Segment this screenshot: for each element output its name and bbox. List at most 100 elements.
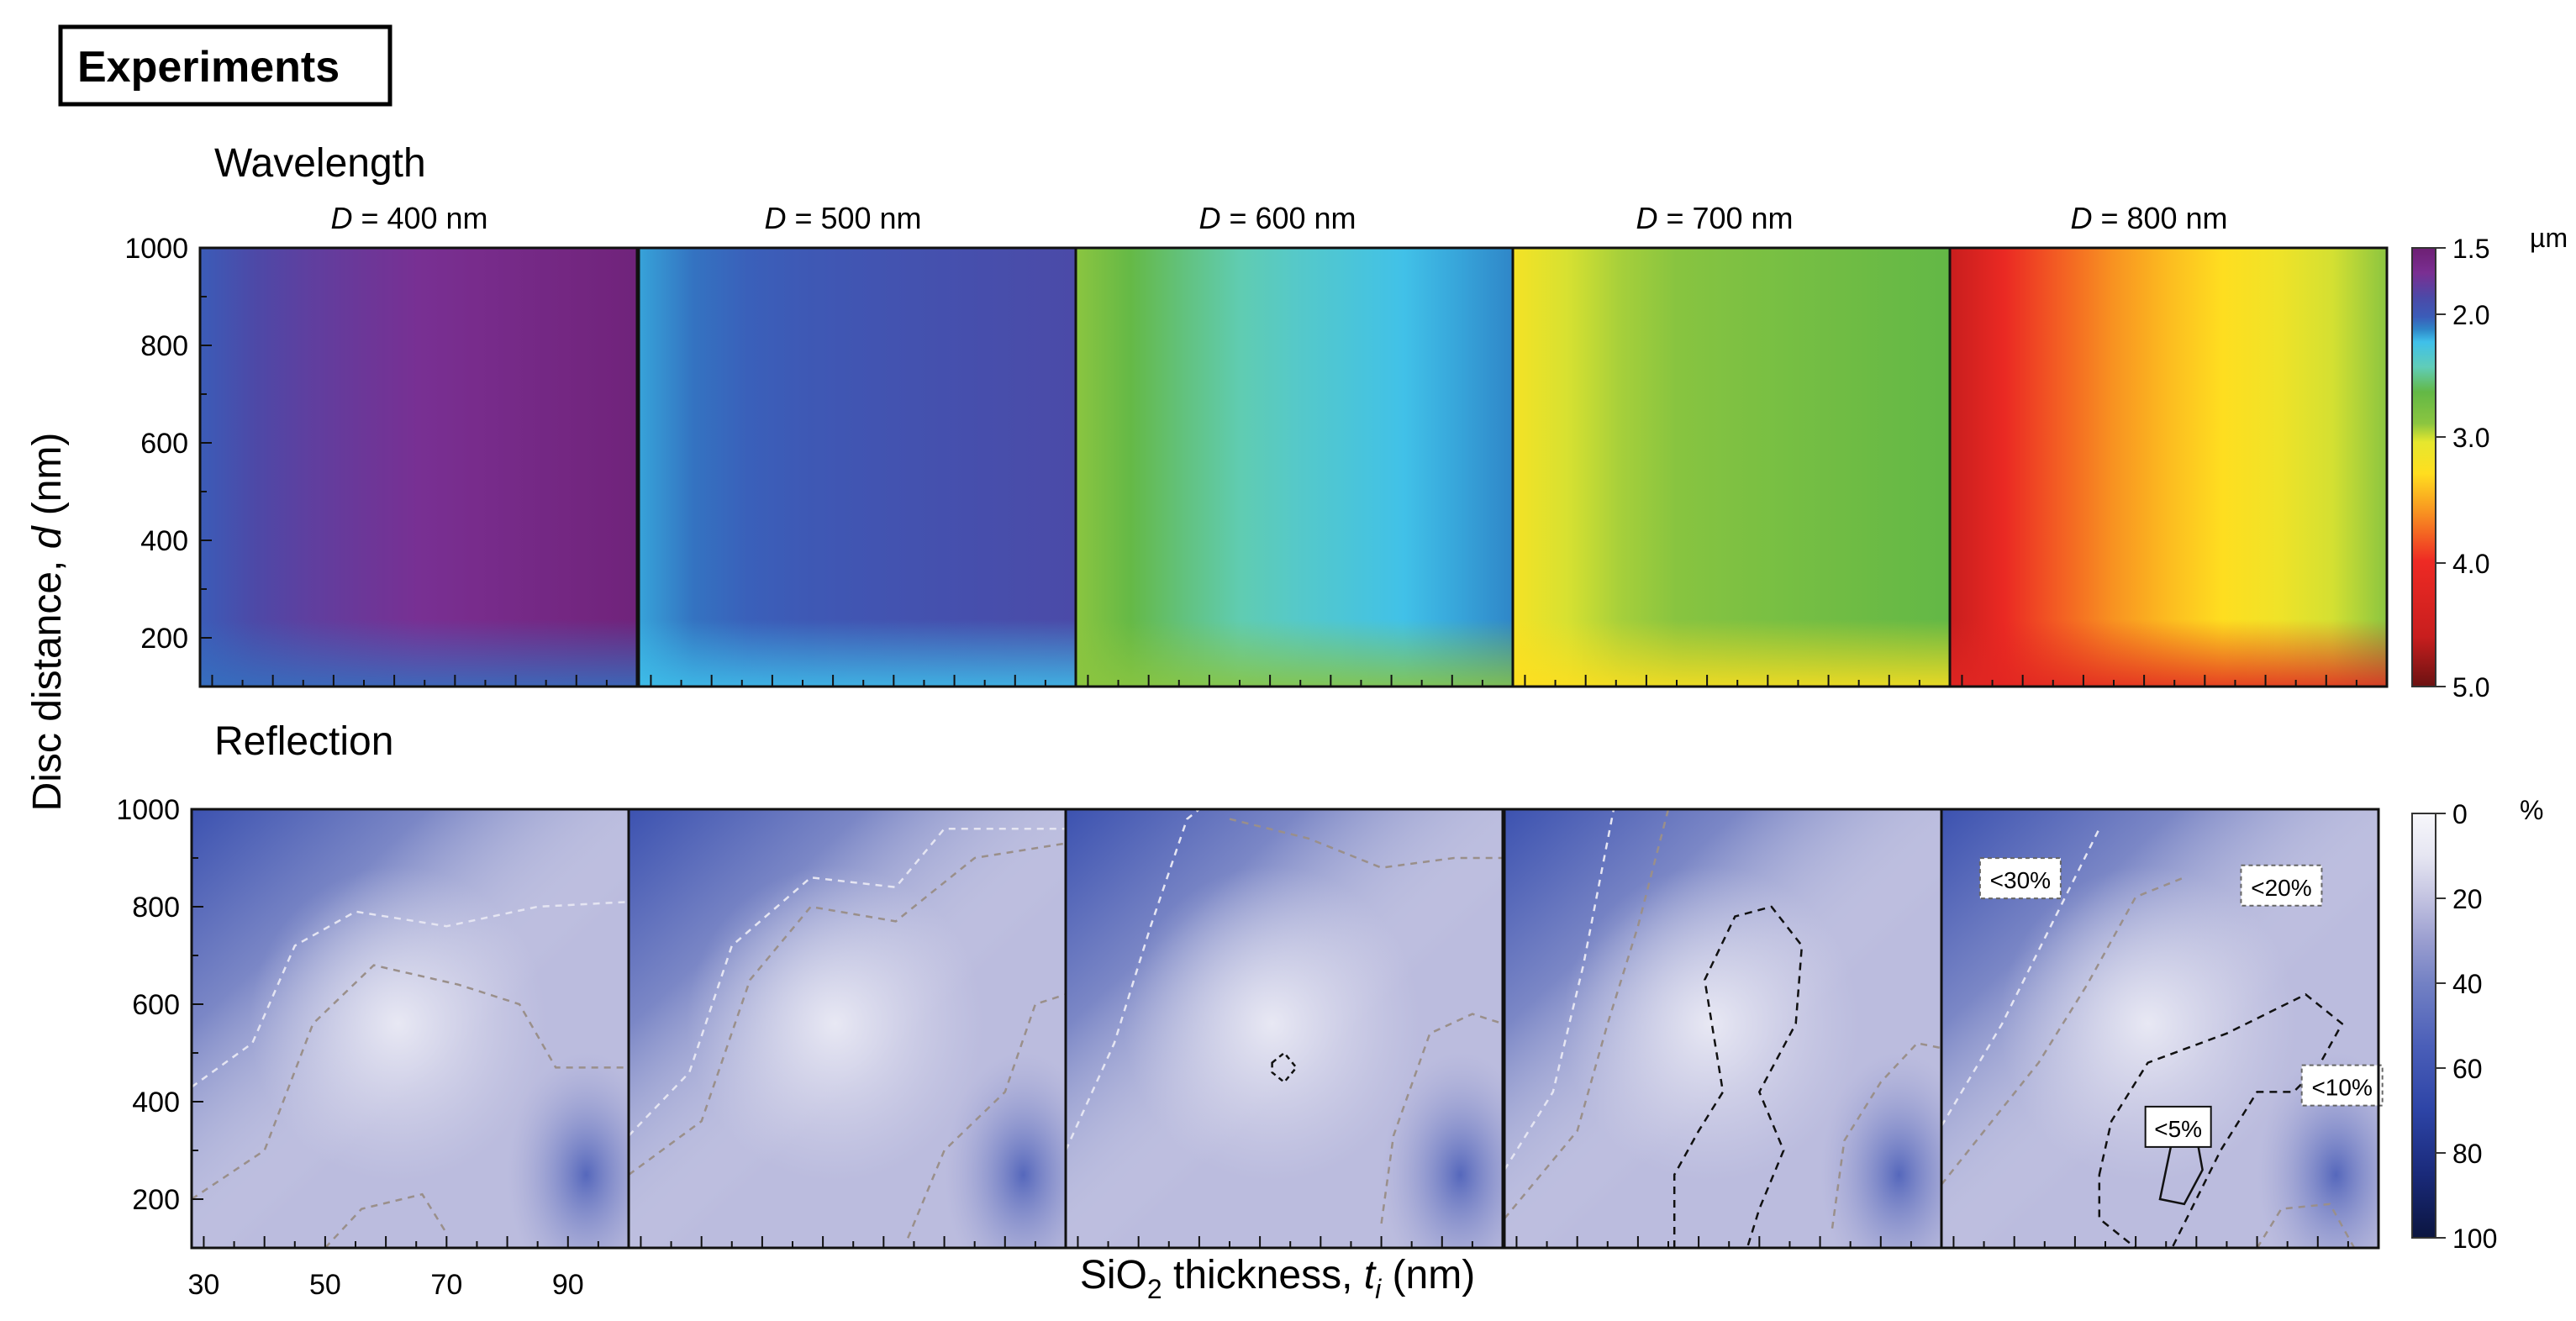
reflection-colorbar [2411,813,2436,1239]
wavelength-colorbar-tick-label: 4.0 [2452,549,2489,579]
contour-line-4-2 [1504,809,1670,1219]
wavelength-bottom-band-5 [1950,619,2387,687]
y-axis-label: Disc distance, d (nm) [25,433,70,812]
reflection-heatmap-panel-2 [629,809,1066,1248]
reflection-low-region [249,866,547,1182]
contour-line-3-1 [1066,809,1200,1151]
contour-line-5-1 [1941,828,2100,1127]
panel-title-2-var: D [764,201,786,235]
figure-label-box [58,24,392,107]
x-tick-label: 70 [430,1269,462,1301]
y-axis-label-var: d [25,525,70,549]
contour-line-4-1 [1504,809,1615,1171]
panel-title-3-var: D [1198,201,1220,235]
reflection-panel-frame-3 [1064,808,1504,1250]
y-tick-label: 1000 [116,794,180,826]
panel-title-4-var: D [1636,201,1657,235]
panel-title-5-rest: = 800 nm [2092,201,2227,235]
contour-line-5-5 [2256,1203,2356,1248]
panel-title-1-var: D [330,201,352,235]
x-axis-label: SiO2 thickness, ti (nm) [1080,1253,1475,1304]
panel-title-1-rest: = 400 nm [352,201,487,235]
contour-label-box-1 [1978,857,2062,900]
x-axis-label-unit: (nm) [1381,1253,1475,1297]
contour-line-3-2 [1229,818,1503,869]
wavelength-bottom-band-2 [639,619,1076,687]
x-axis-label-var: t [1364,1253,1377,1297]
contour-line-5-4 [2158,1134,2204,1206]
contour-label-1: <30% [1990,867,2051,893]
contour-line-1-3 [324,1192,448,1248]
y-tick-label: 800 [132,892,180,924]
wavelength-colorbar-tick-label: 2.0 [2452,300,2489,330]
reflection-high-region [1820,1051,1941,1248]
wavelength-heatmap-panel-1 [200,248,637,687]
reflection-colorbar-tick-label: 100 [2452,1224,2497,1254]
x-tick-label: 50 [309,1269,341,1301]
y-axis-label-unit: (nm) [25,433,70,527]
x-axis-label-sub: 2 [1147,1274,1162,1304]
wavelength-colorbar-tick-label: 3.0 [2452,423,2489,453]
x-tick-label: 30 [188,1269,220,1301]
wavelength-heatmap-panel-5 [1950,248,2387,687]
wavelength-colorbar-unit: µm [2530,223,2568,253]
contour-label-2: <20% [2251,875,2311,901]
x-axis-label-rest: thickness, [1162,1253,1364,1297]
y-tick-label: 200 [132,1184,180,1216]
panel-title-3-rest: = 600 nm [1220,201,1356,235]
reflection-low-region [1562,866,1860,1182]
y-tick-label: 600 [140,428,188,460]
row-title-wavelength: Wavelength [214,141,426,186]
panel-title-5-var: D [2070,201,2092,235]
wavelength-colorbar-ticks: 1.5 2.0 3.0 4.0 5.0 [2436,234,2489,703]
reflection-high-region [944,1051,1066,1248]
panel-title-2: D = 500 nm [764,201,921,235]
panel-title-5: D = 800 nm [2070,201,2227,235]
y-tick-label: 600 [132,989,180,1021]
contour-label-box-3 [2300,1064,2384,1107]
wavelength-colorbar-tick-label: 5.0 [2452,672,2489,703]
contour-line-4-4 [1831,1042,1941,1229]
y-tick-label: 1000 [124,233,188,265]
reflection-high-region [507,1051,629,1248]
contour-label-box-4 [2144,1105,2212,1148]
contour-line-2-2 [629,842,1066,1176]
y-tick-label: 200 [140,623,188,655]
reflection-high-region [1381,1051,1503,1248]
x-axis-label-main: SiO [1080,1253,1147,1297]
x-axis-label-var-sub: i [1375,1274,1382,1304]
reflection-colorbar-tick-label: 0 [2452,799,2468,829]
reflection-low-region [1999,866,2297,1182]
x-tick-label: 90 [552,1269,584,1301]
reflection-colorbar-unit: % [2520,795,2543,825]
reflection-colorbar-tick-label: 80 [2452,1139,2483,1169]
contour-line-3-3 [1380,1013,1503,1224]
panel-title-4: D = 700 nm [1636,201,1793,235]
reflection-heatmap-panel-3 [1066,809,1503,1248]
reflection-colorbar-tick-label: 40 [2452,969,2483,999]
reflection-heatmap-panel-4 [1504,809,1941,1248]
wavelength-heatmap-panel-4 [1513,248,1950,687]
axes-layer: 200 400 600 800 1000 200 400 600 800 1000 30 50 70 90 [116,233,2389,1301]
y-tick-label: 800 [140,330,188,362]
figure-label: Experiments [77,43,340,92]
wavelength-bottom-band-3 [1076,619,1513,687]
contour-line-3-4 [1271,1051,1299,1084]
contour-label-box-2 [2240,864,2323,907]
y-axis-label-main: Disc distance, [25,549,70,811]
wavelength-colorbar-tick-label: 1.5 [2452,234,2489,264]
contour-label-4: <5% [2154,1116,2202,1142]
contour-label-3: <10% [2311,1075,2372,1101]
reflection-heatmap-panel-1 [192,809,629,1248]
wavelength-bottom-band-4 [1513,619,1950,687]
contour-line-5-3 [2098,992,2344,1248]
y-tick-label: 400 [140,525,188,557]
panel-title-3: D = 600 nm [1198,201,1356,235]
wavelength-panel-frame-5 [1948,246,2389,688]
wavelength-heatmap-panel-3 [1076,248,1513,687]
wavelength-heatmap-panel-2 [639,248,1076,687]
reflection-colorbar-ticks: 0 20 40 60 80 100 [2436,799,2497,1254]
panel-title-4-rest: = 700 nm [1657,201,1793,235]
